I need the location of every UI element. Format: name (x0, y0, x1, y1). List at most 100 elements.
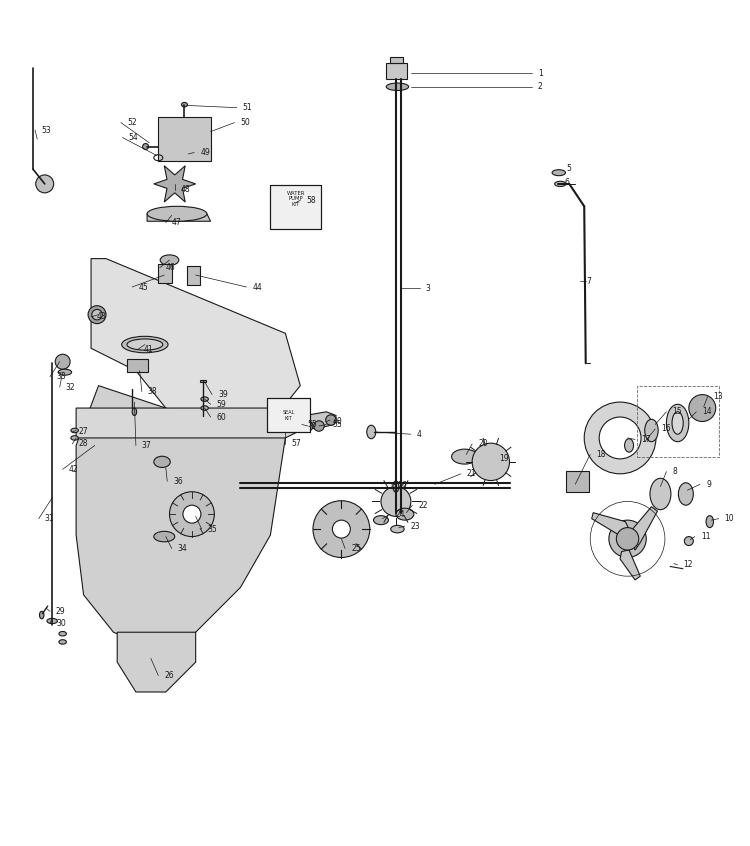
Ellipse shape (393, 481, 399, 492)
Bar (390, 57, 404, 63)
Text: 31: 31 (45, 514, 54, 523)
Circle shape (472, 443, 509, 481)
Ellipse shape (71, 436, 78, 440)
Ellipse shape (58, 369, 72, 375)
Ellipse shape (650, 478, 671, 509)
Text: WATER
PUMP
KIT: WATER PUMP KIT (286, 190, 305, 207)
Text: 40: 40 (332, 417, 342, 426)
Text: 18: 18 (596, 450, 606, 459)
Circle shape (56, 354, 70, 369)
Text: 55: 55 (308, 420, 317, 429)
Text: 16: 16 (662, 425, 670, 433)
Text: 47: 47 (172, 218, 182, 228)
Text: 3: 3 (426, 284, 430, 293)
Text: 38: 38 (148, 387, 158, 396)
Ellipse shape (367, 426, 376, 439)
Ellipse shape (127, 339, 163, 350)
Text: 43: 43 (97, 312, 106, 321)
Bar (271, 185, 321, 228)
Bar (200, 380, 206, 382)
Circle shape (183, 505, 201, 523)
Ellipse shape (706, 516, 713, 528)
Text: 52: 52 (127, 118, 136, 127)
Polygon shape (117, 632, 196, 692)
Text: 51: 51 (243, 103, 252, 113)
Text: 6: 6 (564, 178, 569, 187)
Circle shape (302, 420, 313, 431)
Bar (267, 398, 310, 432)
Circle shape (170, 492, 214, 536)
Text: 26: 26 (164, 671, 174, 680)
Ellipse shape (374, 516, 388, 525)
Bar (127, 359, 148, 372)
Circle shape (92, 310, 102, 320)
Ellipse shape (667, 404, 688, 442)
Circle shape (609, 520, 646, 558)
Polygon shape (154, 166, 196, 202)
Text: 30: 30 (56, 618, 66, 628)
Text: 28: 28 (78, 439, 88, 448)
Text: 2: 2 (538, 82, 543, 91)
Text: 17: 17 (641, 435, 651, 444)
Ellipse shape (147, 206, 207, 222)
Polygon shape (628, 507, 658, 550)
Text: 58: 58 (306, 195, 316, 205)
Text: 34: 34 (178, 544, 188, 553)
Bar (267, 398, 310, 432)
Bar (271, 185, 321, 228)
Circle shape (313, 501, 370, 558)
Text: 54: 54 (128, 133, 138, 142)
Text: 55: 55 (332, 420, 342, 429)
Text: 4: 4 (417, 430, 422, 439)
Text: 15: 15 (673, 407, 682, 416)
Text: 45: 45 (138, 283, 148, 292)
Text: 21: 21 (467, 470, 476, 478)
Bar (187, 266, 200, 285)
Polygon shape (91, 259, 300, 431)
Text: 14: 14 (702, 407, 712, 416)
Text: 29: 29 (56, 607, 65, 616)
Text: 13: 13 (713, 393, 723, 401)
Text: 48: 48 (181, 185, 190, 195)
Text: 24: 24 (396, 509, 406, 519)
Circle shape (381, 486, 411, 516)
Text: 32: 32 (66, 382, 75, 392)
Ellipse shape (59, 640, 67, 644)
Text: 35: 35 (208, 525, 218, 534)
Ellipse shape (684, 536, 693, 546)
Text: 11: 11 (700, 532, 710, 541)
Polygon shape (147, 214, 211, 222)
Ellipse shape (645, 420, 658, 442)
Text: 23: 23 (411, 522, 421, 530)
Text: 36: 36 (173, 477, 183, 486)
Ellipse shape (132, 408, 136, 415)
Circle shape (599, 417, 641, 459)
Circle shape (36, 175, 54, 193)
Text: 10: 10 (724, 514, 734, 523)
Ellipse shape (160, 255, 178, 266)
Text: 8: 8 (673, 467, 677, 476)
Text: 57: 57 (291, 439, 301, 448)
Text: 20: 20 (478, 439, 488, 448)
Ellipse shape (40, 612, 44, 618)
Text: 7: 7 (586, 277, 591, 286)
Ellipse shape (71, 428, 78, 432)
Ellipse shape (625, 439, 634, 452)
Ellipse shape (59, 631, 67, 636)
Text: 49: 49 (200, 148, 210, 157)
Bar (158, 117, 211, 162)
Ellipse shape (672, 412, 683, 434)
Text: 25: 25 (351, 544, 361, 553)
Text: 39: 39 (218, 390, 228, 399)
Ellipse shape (201, 406, 208, 410)
Text: 12: 12 (683, 560, 693, 569)
Text: 19: 19 (499, 454, 508, 464)
Ellipse shape (386, 83, 409, 91)
Ellipse shape (182, 102, 188, 107)
Text: 46: 46 (166, 263, 176, 272)
Circle shape (88, 305, 106, 324)
Bar (566, 471, 589, 492)
Polygon shape (296, 412, 336, 429)
Text: 33: 33 (56, 372, 66, 382)
Circle shape (616, 528, 639, 550)
